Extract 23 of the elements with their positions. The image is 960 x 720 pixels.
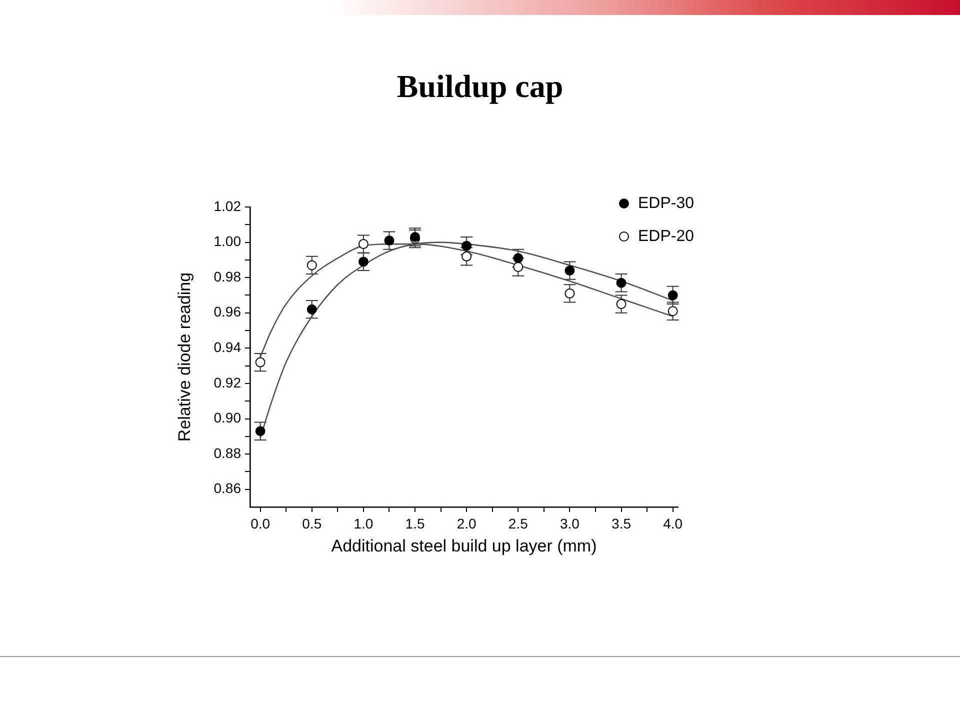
x-tick-label: 3.5	[612, 515, 632, 532]
y-tick-label: 0.94	[214, 339, 242, 356]
x-axis-title: Additional steel build up layer (mm)	[331, 536, 597, 556]
x-tick-label: 0.0	[250, 515, 270, 532]
x-tick-label: 4.0	[663, 515, 683, 532]
y-tick-label: 0.90	[214, 410, 242, 426]
x-tick-label: 3.0	[560, 515, 580, 532]
y-tick-label: 0.98	[214, 268, 242, 284]
y-tick-label: 0.88	[214, 444, 242, 461]
chart-title: Buildup cap	[396, 68, 564, 105]
y-tick-label: 0.92	[214, 374, 242, 390]
y-tick-label: 0.96	[214, 304, 242, 320]
y-tick-label: 1.02	[214, 198, 242, 214]
x-tick-label: 0.5	[302, 515, 322, 532]
y-tick-label: 1.00	[214, 233, 242, 250]
y-tick-label: 0.86	[214, 480, 242, 496]
x-tick-label: 2.0	[456, 515, 477, 532]
y-axis-title: Relative diode reading	[174, 272, 194, 442]
x-tick-label: 1.5	[405, 515, 425, 532]
legend-label: EDP-30	[638, 194, 694, 212]
legend-label: EDP-20	[638, 228, 694, 245]
x-tick-label: 2.5	[508, 515, 528, 532]
x-tick-label: 1.0	[354, 515, 374, 532]
